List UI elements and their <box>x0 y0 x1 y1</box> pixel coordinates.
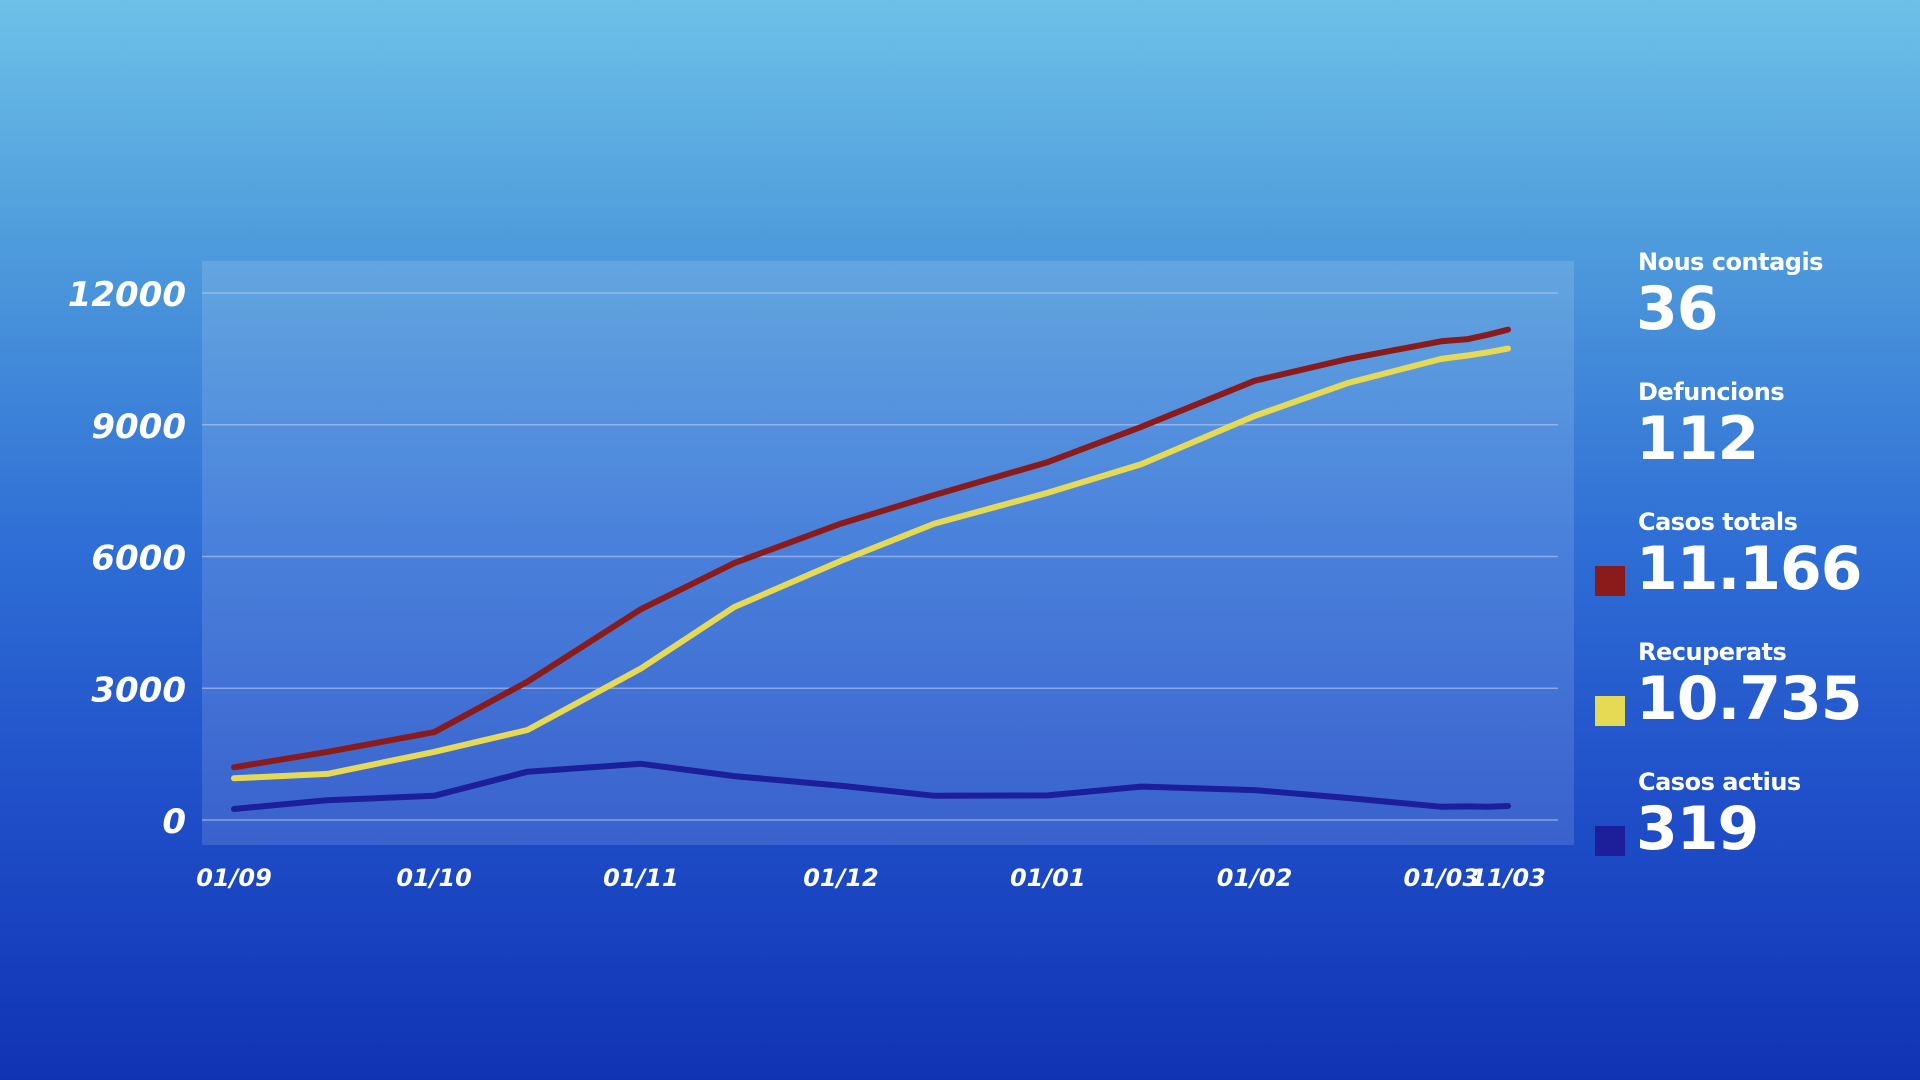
stat-recuperats: Recuperats 10.735 <box>1595 634 1915 764</box>
x-tick-label: 01/10 <box>396 864 472 892</box>
series-line-casos-actius <box>231 760 1511 812</box>
stat-label: Casos actius <box>1638 768 1801 796</box>
x-tick-label: 01/02 <box>1217 864 1293 892</box>
stat-value: 10.735 <box>1636 664 1863 734</box>
x-tick-label: 01/01 <box>1010 864 1086 892</box>
y-tick-label: 6000 <box>91 539 186 579</box>
gridlines <box>202 292 1558 821</box>
y-tick-label: 12000 <box>68 275 186 315</box>
x-tick-label: 01/09 <box>196 864 272 892</box>
x-tick-label: 01/11 <box>603 864 679 892</box>
stat-label: Casos totals <box>1638 508 1798 536</box>
stat-label: Recuperats <box>1638 638 1787 666</box>
y-axis-ticks: 0 3000 6000 9000 12000 <box>68 275 186 842</box>
legend-swatch-casos-totals <box>1595 566 1625 596</box>
y-tick-label: 9000 <box>91 407 186 447</box>
stat-value: 319 <box>1636 794 1759 864</box>
x-tick-label: 01/03 <box>1404 864 1480 892</box>
y-tick-label: 3000 <box>91 670 186 710</box>
legend-swatch-recuperats <box>1595 696 1625 726</box>
stat-casos-totals: Casos totals 11.166 <box>1595 504 1915 634</box>
series-line-casos-totals <box>231 326 1511 771</box>
data-series <box>231 326 1511 812</box>
stat-casos-actius: Casos actius 319 <box>1595 764 1915 894</box>
legend-swatch-casos-actius <box>1595 826 1625 856</box>
stat-label: Nous contagis <box>1638 248 1823 276</box>
y-tick-label: 0 <box>162 802 186 842</box>
stat-value: 112 <box>1636 404 1759 474</box>
stats-panel: Nous contagis 36 Defuncions 112 Casos to… <box>1595 244 1915 894</box>
x-tick-label: 11/03 <box>1470 864 1546 892</box>
stat-defuncions: Defuncions 112 <box>1595 374 1915 504</box>
stat-nous-contagis: Nous contagis 36 <box>1595 244 1915 374</box>
stat-value: 36 <box>1636 274 1718 344</box>
x-tick-label: 01/12 <box>803 864 879 892</box>
stat-label: Defuncions <box>1638 378 1785 406</box>
series-line-recuperats <box>231 345 1511 782</box>
stat-value: 11.166 <box>1636 534 1863 604</box>
